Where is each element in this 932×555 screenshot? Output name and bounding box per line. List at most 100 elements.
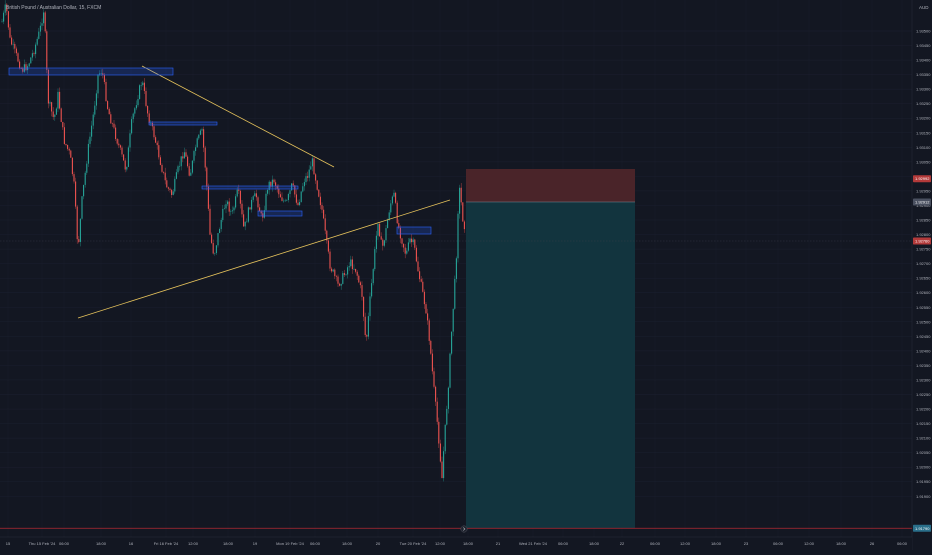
candle (441, 456, 443, 479)
candles (1, 0, 465, 482)
support-trendline[interactable] (77, 199, 451, 319)
candle (279, 191, 281, 198)
candle (444, 424, 446, 455)
price-label: 1.93150 (916, 130, 931, 135)
candle (119, 144, 121, 151)
time-label: Mon 19 Feb '24 (276, 541, 304, 546)
candle (212, 239, 214, 255)
candle (230, 209, 232, 216)
time-label: 18:00 (342, 541, 353, 546)
candle (99, 70, 101, 77)
candle (190, 169, 192, 176)
take-profit-zone[interactable] (466, 201, 635, 529)
candle (267, 188, 269, 196)
candle (299, 199, 301, 207)
candle (166, 177, 168, 188)
candle (217, 233, 219, 248)
candle (28, 62, 30, 68)
candle (179, 161, 181, 171)
price-axis[interactable] (912, 0, 932, 550)
candle (332, 269, 334, 273)
candle (286, 199, 288, 202)
supply-zone[interactable] (148, 121, 218, 126)
candle (59, 87, 61, 110)
candle (367, 312, 369, 340)
price-label: 1.92350 (916, 363, 931, 368)
candle (310, 161, 312, 170)
candle (76, 204, 78, 244)
time-label: Tue 20 Feb '24 (400, 541, 427, 546)
candle (263, 205, 265, 219)
candle (14, 41, 16, 54)
candle (259, 203, 261, 212)
candle (401, 237, 403, 248)
candle (134, 107, 136, 117)
candle (9, 24, 11, 39)
stop-loss-zone[interactable] (466, 169, 635, 202)
candle (97, 74, 99, 99)
candle (291, 183, 293, 192)
price-label: 1.93100 (916, 145, 931, 150)
candle (340, 283, 342, 290)
time-axis[interactable] (0, 537, 912, 550)
candle (379, 222, 381, 237)
candle (366, 334, 368, 341)
candle (316, 180, 318, 191)
candle (319, 192, 321, 210)
price-label: 1.92550 (916, 305, 931, 310)
time-labels: 15 Thu 15 Feb '24 06:00 18:00 16 Fri 16 Feb '… (6, 541, 908, 546)
time-label: 21 (496, 541, 501, 546)
candle (430, 339, 432, 355)
candle (11, 35, 13, 46)
candle (414, 238, 416, 251)
candle (164, 167, 166, 185)
candle (417, 256, 419, 272)
time-label: 20 (376, 541, 381, 546)
candle (287, 192, 289, 203)
candle (51, 101, 53, 117)
demand-zone[interactable] (257, 210, 303, 217)
price-label: 1.92400 (916, 348, 931, 353)
price-label: 1.91900 (916, 494, 931, 499)
price-label: 1.93050 (916, 159, 931, 164)
candle (281, 192, 283, 202)
scroll-to-realtime-button[interactable] (460, 525, 468, 533)
candle (199, 128, 201, 136)
candle (129, 129, 131, 152)
candle (43, 9, 45, 26)
candle (219, 227, 221, 234)
retest-zone[interactable] (396, 226, 432, 235)
candle (223, 204, 225, 210)
candle (84, 170, 86, 188)
current-price-badge: 1.92760 (913, 237, 931, 245)
candle (39, 21, 41, 36)
candle (407, 238, 409, 252)
candle (187, 154, 189, 168)
candle (399, 225, 401, 244)
candle (182, 152, 184, 163)
candle (6, 3, 8, 16)
svg-text:1.92760: 1.92760 (915, 239, 930, 244)
resistance-trendline[interactable] (141, 65, 335, 168)
candle (348, 262, 350, 271)
candle (139, 84, 141, 100)
candle (195, 144, 197, 156)
candle (459, 184, 461, 219)
time-label: 06:00 (558, 541, 569, 546)
candle (460, 183, 462, 206)
candle (451, 331, 453, 356)
candle (420, 276, 422, 283)
resistance-zone[interactable] (8, 67, 174, 76)
candle (204, 145, 206, 172)
candle (3, 10, 5, 25)
candle (372, 267, 374, 286)
candle (419, 267, 421, 283)
candle (391, 195, 393, 206)
candle (207, 183, 209, 211)
range-zone[interactable] (201, 185, 299, 190)
candle (284, 198, 286, 202)
candle (329, 248, 331, 272)
candle (425, 301, 427, 314)
